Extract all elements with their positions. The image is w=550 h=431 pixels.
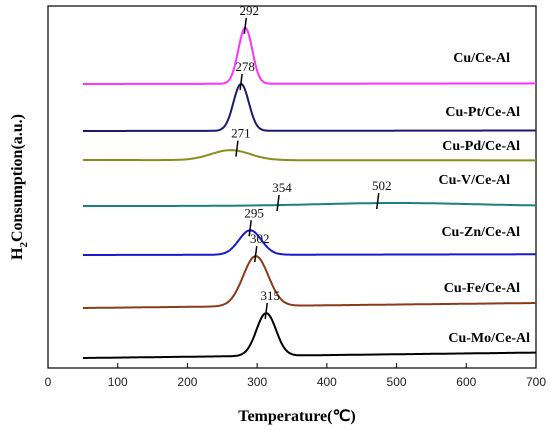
- y-axis-title: H2Consumption(a.u.): [9, 114, 30, 260]
- series-label: Cu/Ce-Al: [453, 51, 510, 66]
- series-label: Cu-Mo/Ce-Al: [448, 331, 530, 346]
- x-tick-label: 100: [108, 375, 128, 389]
- x-tick-label: 200: [177, 375, 197, 389]
- series-label: Cu-Fe/Ce-Al: [444, 281, 520, 296]
- peak-label: 354: [272, 180, 292, 195]
- peak-label: 295: [244, 205, 264, 220]
- peak-marker: [264, 302, 268, 320]
- series-label: Cu-Pd/Ce-Al: [442, 139, 520, 154]
- peak-marker: [276, 194, 280, 212]
- peak-marker: [376, 192, 380, 210]
- peak-label: 271: [231, 126, 251, 141]
- x-tick-label: 400: [317, 375, 337, 389]
- series-line-1: [82, 83, 536, 132]
- series-line-5: [82, 255, 536, 309]
- series-label: Cu-Pt/Ce-Al: [445, 105, 520, 120]
- plot-frame: [47, 5, 537, 369]
- x-tick-label: 0: [45, 375, 52, 389]
- series-line-2: [82, 149, 536, 162]
- peak-marker: [243, 17, 248, 34]
- peak-label: 292: [240, 3, 260, 18]
- x-tick-label: 500: [387, 375, 407, 389]
- peak-marker: [254, 245, 258, 263]
- x-axis-title: Temperature(℃): [238, 408, 356, 425]
- peak-marker: [239, 73, 243, 90]
- series-label: Cu-V/Ce-Al: [438, 173, 510, 188]
- peak-marker: [248, 220, 252, 237]
- series-label: Cu-Zn/Ce-Al: [441, 225, 520, 240]
- peak-label: 315: [260, 288, 280, 303]
- peak-label: 302: [250, 231, 270, 246]
- series-line-0: [82, 27, 536, 85]
- x-tick-label: 600: [456, 375, 476, 389]
- series-layer: [82, 27, 536, 359]
- series-line-6: [82, 312, 536, 359]
- peak-label: 278: [235, 59, 255, 74]
- peak-marker: [235, 140, 239, 157]
- x-axis-ticks: 0 100 200 300 400 500 600 700: [45, 363, 546, 389]
- series-line-4: [82, 229, 536, 256]
- label-layer: Cu/Ce-Al 292 Cu-Pt/Ce-Al 278 Cu-Pd/Ce-Al 271 C…: [231, 3, 530, 346]
- peak-label: 502: [372, 178, 392, 193]
- series-line-3: [82, 202, 536, 207]
- x-tick-label: 700: [526, 375, 546, 389]
- x-tick-label: 300: [247, 375, 267, 389]
